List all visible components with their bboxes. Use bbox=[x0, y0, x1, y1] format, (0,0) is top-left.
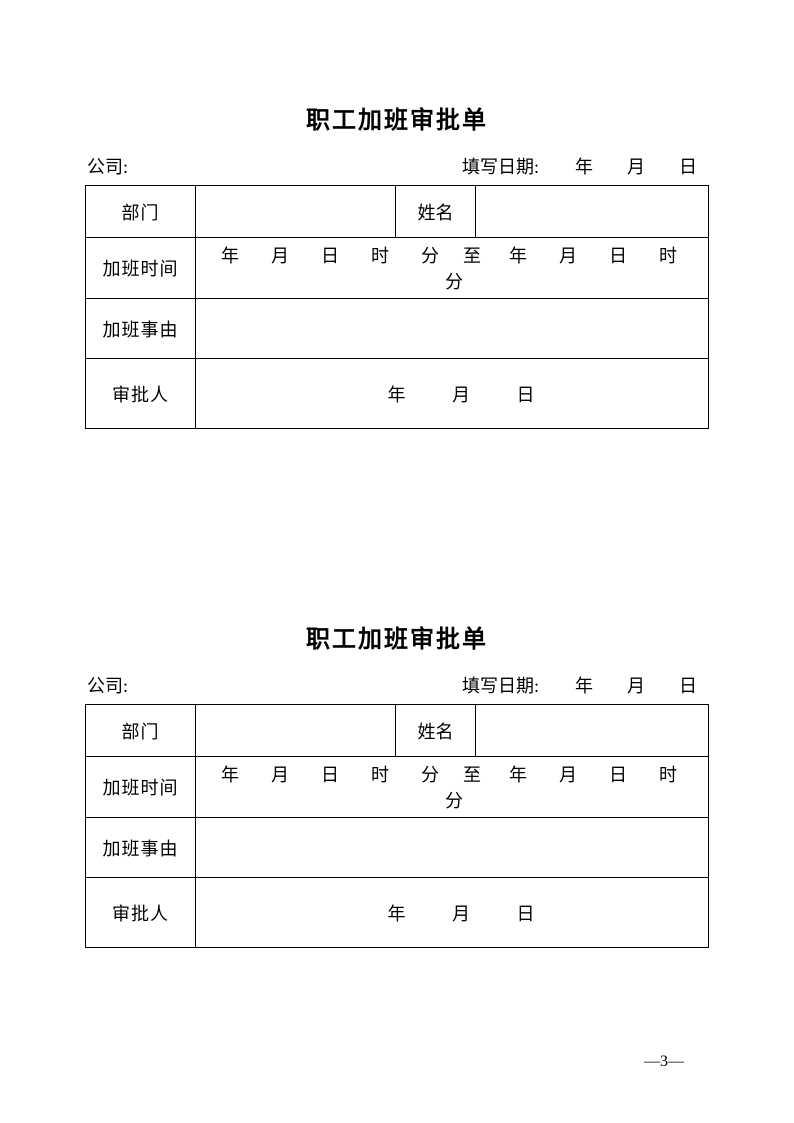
name-label: 姓名 bbox=[396, 705, 476, 757]
to-label: 至 bbox=[453, 761, 491, 787]
fill-date-label: 填写日期: bbox=[462, 153, 539, 179]
fill-date-year: 年 bbox=[551, 153, 603, 179]
approval-cell: 年 月 日 bbox=[196, 359, 709, 429]
page-number-value: 3 bbox=[660, 1053, 668, 1070]
approval-month: 月 bbox=[422, 900, 482, 926]
fill-date-month: 月 bbox=[603, 672, 655, 698]
fill-date-month: 月 bbox=[603, 153, 655, 179]
approval-year: 年 bbox=[358, 381, 418, 407]
form-header-row: 公司: 填写日期: 年 月 日 bbox=[85, 672, 709, 702]
name-value bbox=[476, 186, 709, 238]
form-table: 部门 姓名 加班时间 年月日时分至年月日时分 加班事由 审批人 年 月 日 bbox=[85, 704, 709, 948]
approval-day: 日 bbox=[487, 381, 547, 407]
approval-month: 月 bbox=[422, 381, 482, 407]
form-table: 部门 姓名 加班时间 年月日时分至年月日时分 加班事由 审批人 年 月 日 bbox=[85, 185, 709, 429]
ot-reason-label: 加班事由 bbox=[86, 818, 196, 878]
name-label: 姓名 bbox=[396, 186, 476, 238]
end-hour: 时 bbox=[641, 761, 691, 787]
ot-reason-value bbox=[196, 299, 709, 359]
dept-value bbox=[196, 186, 396, 238]
start-day: 日 bbox=[303, 242, 353, 268]
start-month: 月 bbox=[253, 761, 303, 787]
fill-date-wrap: 填写日期: 年 月 日 bbox=[462, 672, 707, 698]
approver-label: 审批人 bbox=[86, 359, 196, 429]
fill-date-day: 日 bbox=[655, 153, 707, 179]
ot-time-label: 加班时间 bbox=[86, 757, 196, 818]
overtime-form-1: 职工加班审批单 公司: 填写日期: 年 月 日 部门 姓名 加班时间 年月日时分… bbox=[85, 100, 709, 429]
approval-day: 日 bbox=[487, 900, 547, 926]
end-day: 日 bbox=[591, 242, 641, 268]
end-minute: 分 bbox=[427, 787, 477, 813]
start-hour: 时 bbox=[353, 761, 403, 787]
form-title: 职工加班审批单 bbox=[85, 100, 709, 135]
overtime-form-2: 职工加班审批单 公司: 填写日期: 年 月 日 部门 姓名 加班时间 年月日时分… bbox=[85, 619, 709, 948]
ot-reason-value bbox=[196, 818, 709, 878]
end-minute: 分 bbox=[427, 268, 477, 294]
ot-time-range: 年月日时分至年月日时分 bbox=[196, 757, 709, 818]
name-value bbox=[476, 705, 709, 757]
start-month: 月 bbox=[253, 242, 303, 268]
company-label: 公司: bbox=[87, 672, 128, 698]
start-year: 年 bbox=[213, 242, 253, 268]
start-day: 日 bbox=[303, 761, 353, 787]
start-hour: 时 bbox=[353, 242, 403, 268]
end-hour: 时 bbox=[641, 242, 691, 268]
start-year: 年 bbox=[213, 761, 253, 787]
dept-value bbox=[196, 705, 396, 757]
start-minute: 分 bbox=[403, 242, 453, 268]
approval-cell: 年 月 日 bbox=[196, 878, 709, 948]
to-label: 至 bbox=[453, 242, 491, 268]
fill-date-year: 年 bbox=[551, 672, 603, 698]
end-month: 月 bbox=[541, 242, 591, 268]
ot-reason-label: 加班事由 bbox=[86, 299, 196, 359]
end-day: 日 bbox=[591, 761, 641, 787]
form-title: 职工加班审批单 bbox=[85, 619, 709, 654]
company-label: 公司: bbox=[87, 153, 128, 179]
ot-time-label: 加班时间 bbox=[86, 238, 196, 299]
dept-label: 部门 bbox=[86, 705, 196, 757]
form-header-row: 公司: 填写日期: 年 月 日 bbox=[85, 153, 709, 183]
dept-label: 部门 bbox=[86, 186, 196, 238]
fill-date-label: 填写日期: bbox=[462, 672, 539, 698]
end-year: 年 bbox=[491, 242, 541, 268]
end-year: 年 bbox=[491, 761, 541, 787]
page-number: —3— bbox=[644, 1053, 684, 1071]
fill-date-day: 日 bbox=[655, 672, 707, 698]
approval-year: 年 bbox=[358, 900, 418, 926]
start-minute: 分 bbox=[403, 761, 453, 787]
ot-time-range: 年月日时分至年月日时分 bbox=[196, 238, 709, 299]
end-month: 月 bbox=[541, 761, 591, 787]
approver-label: 审批人 bbox=[86, 878, 196, 948]
fill-date-wrap: 填写日期: 年 月 日 bbox=[462, 153, 707, 179]
